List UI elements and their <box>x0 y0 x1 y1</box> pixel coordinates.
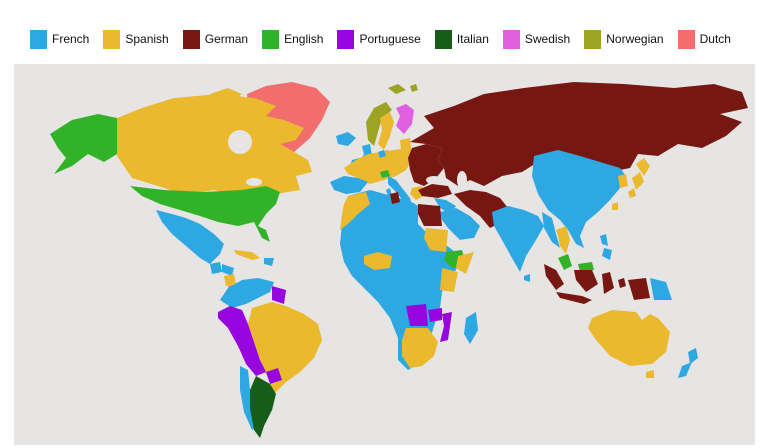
region-new-zealand[interactable] <box>678 348 698 378</box>
legend-swatch <box>337 30 355 49</box>
legend-swatch <box>434 30 452 49</box>
region-france-germany[interactable] <box>344 148 412 184</box>
region-sweden[interactable] <box>378 112 394 150</box>
legend-label: Dutch <box>699 32 731 46</box>
region-indonesia[interactable] <box>544 264 650 304</box>
region-mozambique[interactable] <box>440 312 452 342</box>
region-iceland[interactable] <box>336 132 356 146</box>
region-morocco-wsahara[interactable] <box>340 192 370 230</box>
caspian-sea <box>457 171 467 189</box>
legend-label: Italian <box>456 32 489 46</box>
region-egypt[interactable] <box>418 204 442 226</box>
region-turkey[interactable] <box>418 184 452 198</box>
legend-swatch <box>584 30 602 49</box>
region-honduras[interactable] <box>222 264 234 276</box>
region-sri-lanka[interactable] <box>524 274 530 282</box>
region-gulf-of-guinea[interactable] <box>364 252 392 270</box>
region-madagascar[interactable] <box>464 312 478 344</box>
region-thailand[interactable] <box>556 226 570 254</box>
legend-swatch <box>262 30 280 49</box>
legend-label: German <box>204 32 249 46</box>
region-canada[interactable] <box>117 94 312 196</box>
region-china-indochina[interactable] <box>532 150 626 248</box>
region-angola[interactable] <box>406 304 428 326</box>
legend-swatch <box>30 30 47 49</box>
region-peru-bolivia[interactable] <box>218 306 266 376</box>
region-norway[interactable] <box>366 102 392 146</box>
region-guyanas[interactable] <box>272 286 286 304</box>
region-alaska[interactable] <box>50 114 117 174</box>
legend-item: English <box>262 30 323 49</box>
legend-label: French <box>52 32 90 46</box>
region-yemen-oman[interactable] <box>460 230 486 252</box>
region-brazil[interactable] <box>248 302 322 394</box>
region-tunisia[interactable] <box>390 192 400 204</box>
legend: French Spanish German English Portuguese… <box>30 30 760 49</box>
region-argentina[interactable] <box>250 376 276 438</box>
region-sudan[interactable] <box>424 228 448 252</box>
region-malaysia[interactable] <box>558 254 572 270</box>
region-usa[interactable] <box>130 186 280 242</box>
legend-item: Portuguese <box>337 30 421 49</box>
legend-item: Spanish <box>103 30 169 49</box>
region-guatemala[interactable] <box>210 262 222 274</box>
region-australia[interactable] <box>588 310 670 366</box>
region-netherlands[interactable] <box>378 150 386 158</box>
region-korea[interactable] <box>618 174 628 188</box>
region-malaysia-borneo[interactable] <box>578 262 594 272</box>
region-finland[interactable] <box>396 104 414 134</box>
region-tasmania[interactable] <box>646 370 654 378</box>
region-cuba[interactable] <box>234 250 260 260</box>
region-papua-new-guinea[interactable] <box>650 278 672 300</box>
region-kenya-tanzania[interactable] <box>440 268 458 292</box>
world-map <box>14 64 755 445</box>
legend-item: Norwegian <box>584 30 664 49</box>
legend-swatch <box>103 30 121 49</box>
legend-swatch <box>502 30 520 49</box>
legend-label: Spanish <box>125 32 169 46</box>
region-paraguay[interactable] <box>266 368 282 384</box>
legend-item: Swedish <box>502 30 571 49</box>
black-sea <box>426 176 442 184</box>
region-greenland[interactable] <box>247 82 330 152</box>
region-mexico[interactable] <box>156 210 224 264</box>
region-somalia[interactable] <box>456 252 474 274</box>
region-svalbard[interactable] <box>388 84 418 94</box>
region-philippines[interactable] <box>600 234 612 260</box>
region-myanmar[interactable] <box>542 212 560 248</box>
legend-swatch <box>677 30 695 49</box>
legend-label: Norwegian <box>606 32 664 46</box>
legend-swatch <box>182 30 200 49</box>
legend-item: German <box>182 30 249 49</box>
region-russia[interactable] <box>410 82 748 186</box>
region-hispaniola[interactable] <box>264 258 274 266</box>
legend-label: Portuguese <box>359 32 421 46</box>
legend-label: Swedish <box>524 32 571 46</box>
hudson-bay <box>228 130 252 154</box>
region-italy[interactable] <box>386 176 412 212</box>
region-japan[interactable] <box>628 158 650 198</box>
region-colombia-venezuela[interactable] <box>220 278 274 308</box>
region-nicaragua[interactable] <box>224 274 236 286</box>
legend-item: Dutch <box>677 30 731 49</box>
region-saudi-arabia[interactable] <box>440 208 480 240</box>
legend-label: English <box>284 32 324 46</box>
region-iberia[interactable] <box>330 176 368 194</box>
legend-item: French <box>30 30 89 49</box>
region-east-europe[interactable] <box>408 144 444 186</box>
great-lakes <box>246 178 262 186</box>
legend-item: Italian <box>434 30 489 49</box>
region-south-africa[interactable] <box>402 328 438 368</box>
region-india[interactable] <box>492 206 544 272</box>
region-switzerland[interactable] <box>380 170 390 178</box>
region-taiwan[interactable] <box>612 202 618 210</box>
region-zambia[interactable] <box>428 308 442 322</box>
